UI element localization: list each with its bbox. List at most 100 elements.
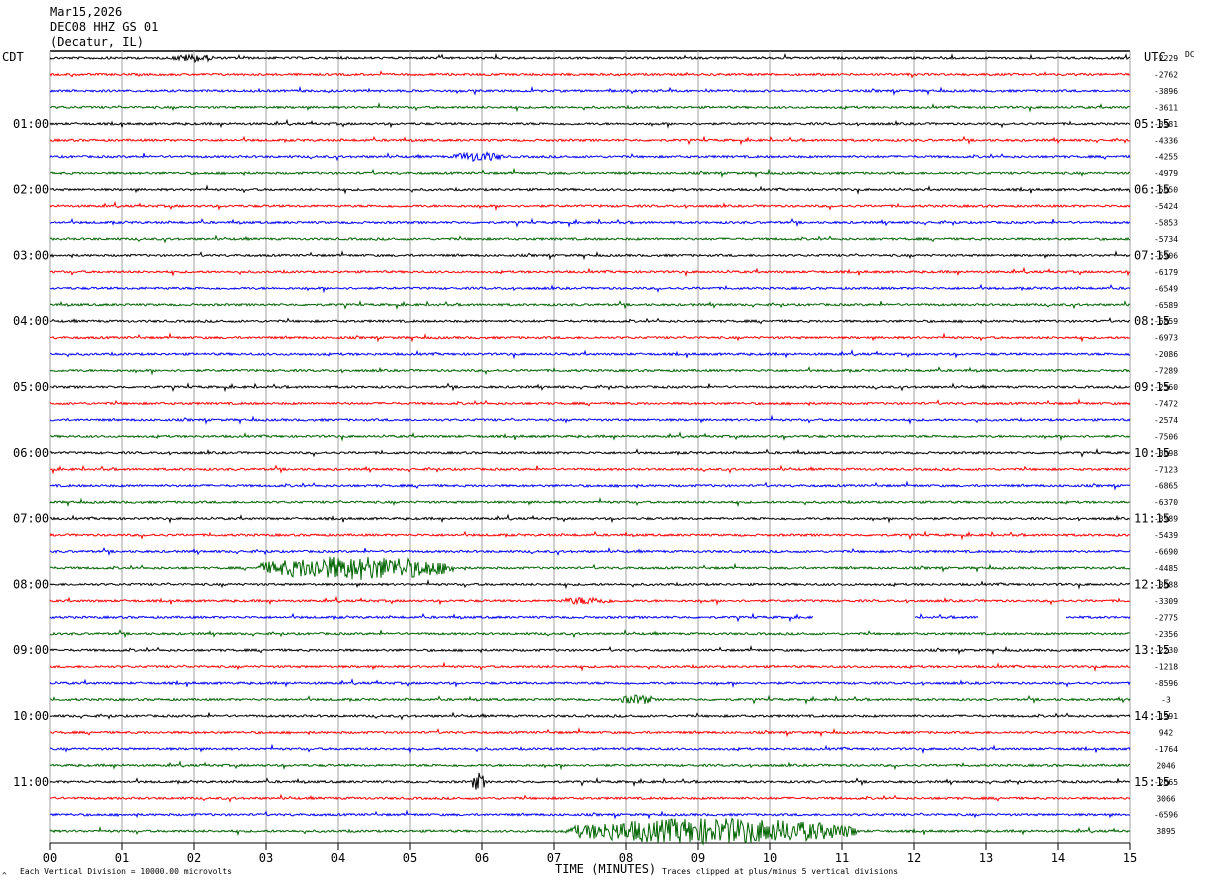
dc-offset-label: -3098 — [1154, 449, 1178, 458]
left-time-label: 10:00 — [13, 709, 49, 723]
trace-row — [49, 249, 1131, 261]
right-time-label: 09:15 — [1134, 380, 1170, 394]
left-time-label: 07:00 — [13, 512, 49, 526]
dc-offset-label: -2229 — [1154, 54, 1178, 63]
trace-row — [49, 200, 1131, 212]
dc-offset-label: -7506 — [1154, 432, 1178, 441]
trace-row — [49, 678, 1131, 689]
trace-row — [49, 629, 1131, 639]
trace-row — [49, 711, 1131, 721]
dc-offset-labels: -2229 -2762 -3896 -3611 -3981 -4336 -4255 -4979… — [1154, 54, 1178, 836]
dc-offset-label: -2560 — [1154, 383, 1178, 392]
dc-offset-label: -2356 — [1154, 630, 1178, 639]
dc-offset-label: -6549 — [1154, 284, 1178, 293]
dc-offset-label: -5050 — [1154, 186, 1178, 195]
trace-row — [49, 496, 1131, 508]
trace-row — [49, 595, 1131, 606]
right-time-label: 06:15 — [1134, 183, 1170, 197]
corner-mark: ^ — [2, 871, 7, 880]
dc-offset-label: -6596 — [1154, 811, 1178, 820]
x-tick-label: 06 — [475, 851, 489, 865]
left-time-label: 01:00 — [13, 117, 49, 131]
dc-offset-label: -1991 — [1154, 712, 1178, 721]
x-tick-label: 14 — [1051, 851, 1065, 865]
trace-row — [49, 316, 1131, 325]
trace-row — [49, 727, 1131, 738]
dc-offset-label: 2046 — [1156, 761, 1175, 770]
dc-offset-label: -6690 — [1154, 548, 1178, 557]
dc-offset-label: -2574 — [1154, 416, 1178, 425]
dc-offset-label: -3688 — [1154, 580, 1178, 589]
dc-offset-label: -4485 — [1154, 564, 1178, 573]
trace-row — [49, 70, 1131, 79]
trace-row — [49, 578, 1131, 590]
trace-row — [49, 644, 1131, 656]
dc-offset-label: -3981 — [1154, 120, 1178, 129]
trace-row — [50, 332, 1131, 343]
trace-row — [49, 102, 1131, 113]
dc-offset-label: -3 — [1161, 696, 1171, 705]
x-tick-label: 02 — [187, 851, 201, 865]
dc-offset-label: -2086 — [1154, 350, 1178, 359]
dc-offset-label: -2775 — [1154, 613, 1178, 622]
trace-row — [49, 184, 1131, 195]
trace-row — [49, 414, 1131, 425]
trace-row — [49, 772, 1131, 790]
trace-row — [49, 793, 1131, 803]
right-time-label: 08:15 — [1134, 314, 1170, 328]
trace-row — [49, 118, 1131, 129]
dc-offset-label: -3896 — [1154, 87, 1178, 96]
x-tick-label: 10 — [763, 851, 777, 865]
dc-offset-label: -5906 — [1154, 251, 1178, 260]
dc-offset-label: -2230 — [1154, 646, 1178, 655]
dc-offset-label: -7123 — [1154, 465, 1178, 474]
x-tick-label: 11 — [835, 851, 849, 865]
trace-row — [49, 217, 1131, 228]
left-time-label: 09:00 — [13, 643, 49, 657]
trace-row — [49, 480, 1131, 491]
trace-row — [49, 283, 1131, 294]
x-tick-labels: 00 01 02 03 04 05 06 07 08 09 10 11 12 13 14 15 — [43, 851, 1137, 865]
trace-row — [49, 151, 1131, 162]
right-time-label: 07:15 — [1134, 248, 1170, 262]
trace-row — [49, 349, 1131, 360]
left-time-label: 03:00 — [13, 248, 49, 262]
trace-row — [49, 135, 1130, 146]
station-label: DEC08 HHZ GS 01 — [50, 20, 158, 34]
dc-offset-label: -7289 — [1154, 367, 1178, 376]
dc-offset-label: 3066 — [1156, 794, 1175, 803]
trace-row — [49, 366, 1130, 376]
right-time-label: 13:15 — [1134, 643, 1170, 657]
dc-offset-label: 942 — [1159, 728, 1174, 737]
date-label: Mar15,2026 — [50, 5, 122, 19]
x-tick-label: 04 — [331, 851, 345, 865]
left-time-label: 04:00 — [13, 314, 49, 328]
trace-row — [49, 52, 1130, 64]
trace-row — [49, 398, 1131, 407]
right-time-label: 14:15 — [1134, 709, 1170, 723]
x-tick-label: 13 — [979, 851, 993, 865]
dc-offset-label: -8596 — [1154, 679, 1178, 688]
dc-offset-label: -6370 — [1154, 498, 1178, 507]
right-time-label: 10:15 — [1134, 446, 1170, 460]
cdt-label: CDT — [2, 50, 24, 64]
dc-offset-label: -6179 — [1154, 268, 1178, 277]
dc-label: DC — [1185, 50, 1195, 59]
right-time-label: 11:15 — [1134, 512, 1170, 526]
dc-offset-label: -6973 — [1154, 334, 1178, 343]
left-time-label: 06:00 — [13, 446, 49, 460]
trace-row — [49, 382, 1131, 393]
x-tick-label: 09 — [691, 851, 705, 865]
trace-row — [49, 85, 1131, 96]
dc-offset-label: -6859 — [1154, 317, 1178, 326]
trace-row — [49, 266, 1131, 278]
trace-row — [50, 464, 1131, 475]
left-time-labels: 01:00 02:00 03:00 04:00 05:00 06:00 07:00 08:00… — [13, 117, 49, 789]
dc-offset-label: -5734 — [1154, 235, 1178, 244]
trace-row — [49, 809, 1130, 820]
right-time-label: 12:15 — [1134, 577, 1170, 591]
x-tick-label: 05 — [403, 851, 417, 865]
scale-note: Each Vertical Division = 10000.00 microv… — [20, 867, 232, 876]
x-tick-label: 08 — [619, 851, 633, 865]
